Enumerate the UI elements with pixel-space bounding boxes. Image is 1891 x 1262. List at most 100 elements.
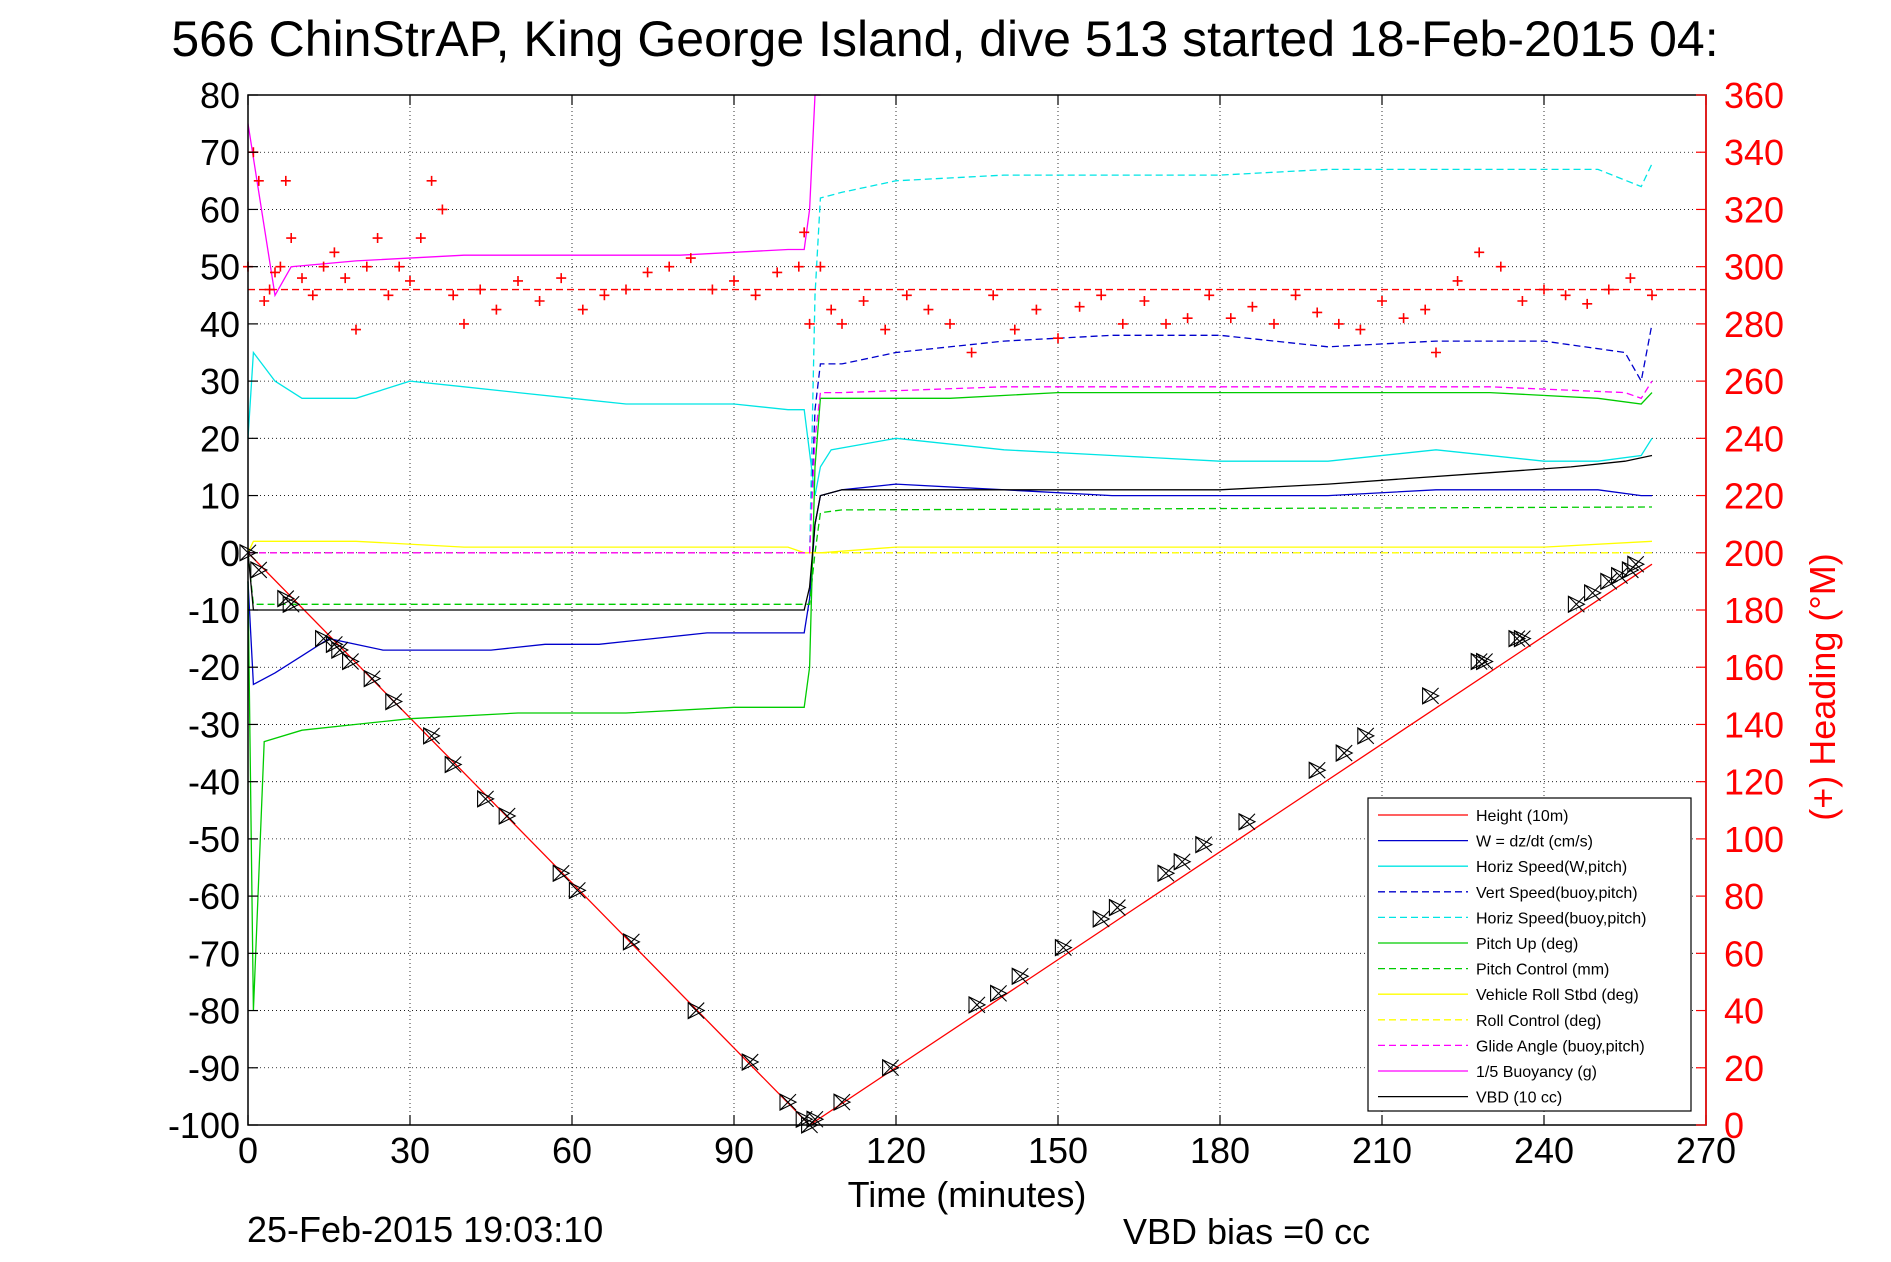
height-marker (552, 864, 571, 883)
heading-point (415, 233, 426, 244)
heading-point (750, 290, 761, 301)
height-marker (1173, 852, 1192, 871)
y-right-tick-label: 20 (1724, 1048, 1764, 1089)
heading-point (923, 304, 934, 315)
heading-point (459, 318, 469, 329)
y-right-tick-label: 240 (1724, 418, 1784, 459)
y-tick-label: 70 (200, 132, 240, 173)
heading-point (1560, 290, 1571, 301)
heading-point (297, 273, 307, 284)
x-tick-label: 60 (552, 1130, 592, 1171)
height-marker (1422, 686, 1440, 705)
heading-point (1377, 296, 1387, 306)
heading-point (448, 290, 459, 301)
heading-point (1647, 290, 1657, 301)
y-tick-label: -10 (188, 590, 240, 631)
y-right-axis-label: (+) Heading (°M) (1802, 553, 1843, 820)
height-marker (741, 1053, 760, 1071)
vbd-bias-footer: VBD bias =0 cc (1123, 1211, 1370, 1252)
height-marker (568, 881, 587, 900)
y-tick-label: -100 (168, 1105, 240, 1146)
height-marker (423, 726, 441, 745)
series-layer (247, 94, 1653, 1126)
heading-point (1009, 324, 1020, 335)
chart-title: 566 ChinStrAP, King George Island, dive … (171, 11, 1718, 67)
heading-point (1053, 333, 1063, 344)
heading-point (988, 290, 999, 301)
heading-point (901, 290, 912, 301)
heading-point (1204, 290, 1215, 301)
heading-point (1096, 290, 1107, 301)
x-tick-label: 270 (1676, 1130, 1736, 1171)
y-right-tick-label: 220 (1724, 476, 1784, 517)
heading-point (329, 247, 340, 258)
legend-label-0: Height (10m) (1476, 808, 1568, 825)
heading-point (1398, 313, 1409, 324)
heading-point (405, 275, 415, 286)
heading-point (837, 318, 847, 329)
heading-point (1161, 318, 1171, 329)
legend-box (1367, 797, 1692, 1112)
height-marker (1195, 835, 1214, 854)
heading-point (1539, 284, 1549, 295)
timestamp-footer: 25-Feb-2015 19:03:10 (247, 1209, 603, 1250)
series-line-9 (248, 380, 1653, 554)
heading-point (361, 261, 372, 272)
y-right-tick-label: 320 (1724, 189, 1784, 230)
y-right-tick-label: 80 (1724, 876, 1764, 917)
height-marker (622, 932, 641, 951)
heading-point (1031, 304, 1042, 315)
height-marker (1611, 566, 1629, 585)
height-marker (1011, 967, 1030, 986)
heading-point (945, 318, 955, 329)
y-tick-label: -50 (188, 819, 240, 860)
heading-point (1182, 313, 1193, 324)
heading-point (815, 261, 826, 272)
legend-label-11: VBD (10 cc) (1476, 1090, 1562, 1107)
y-tick-label: 30 (200, 361, 240, 402)
x-tick-label: 90 (714, 1130, 754, 1171)
y-tick-label: -90 (188, 1048, 240, 1089)
height-marker (444, 755, 463, 774)
heading-point (1290, 290, 1301, 301)
y-right-tick-label: 160 (1724, 647, 1784, 688)
height-marker (1238, 812, 1257, 831)
heading-point (534, 296, 545, 306)
y-right-tick-label: 120 (1724, 762, 1784, 803)
y-right-tick-label: 360 (1724, 75, 1784, 116)
x-tick-label: 240 (1514, 1130, 1574, 1171)
y-tick-label: -60 (188, 876, 240, 917)
x-tick-label: 150 (1028, 1130, 1088, 1171)
heading-point (1431, 347, 1441, 358)
y-right-tick-label: 260 (1724, 361, 1784, 402)
heading-point (642, 267, 653, 278)
heading-point (280, 175, 291, 186)
heading-point (437, 204, 448, 215)
height-marker (250, 561, 269, 579)
heading-point (1582, 298, 1593, 309)
heading-point (351, 324, 361, 335)
height-marker (882, 1058, 900, 1077)
y-tick-label: -70 (188, 933, 240, 974)
heading-point (1517, 296, 1528, 306)
axes: 0 30 60 90 120 150 180 210 240 270 80 70 60 50 40 30 20 1… (168, 75, 1784, 1171)
heading-point (1074, 301, 1085, 312)
heading-point (1312, 307, 1323, 318)
y-right-tick-label: 140 (1724, 704, 1784, 745)
y-right-tick-label: 40 (1724, 991, 1764, 1032)
x-tick-label: 120 (866, 1130, 926, 1171)
x-axis-label: Time (minutes) (848, 1174, 1087, 1215)
heading-point (1474, 247, 1485, 258)
height-marker (282, 595, 301, 614)
heading-point (826, 304, 837, 315)
heading-point (1225, 313, 1236, 324)
height-marker (1308, 761, 1327, 780)
y-tick-label: 10 (200, 476, 240, 517)
heading-point (264, 284, 275, 295)
height-marker (1567, 595, 1586, 614)
heading-point (1603, 284, 1614, 295)
height-marker (1157, 864, 1176, 883)
heading-point (307, 290, 318, 301)
heading-point (577, 304, 588, 315)
